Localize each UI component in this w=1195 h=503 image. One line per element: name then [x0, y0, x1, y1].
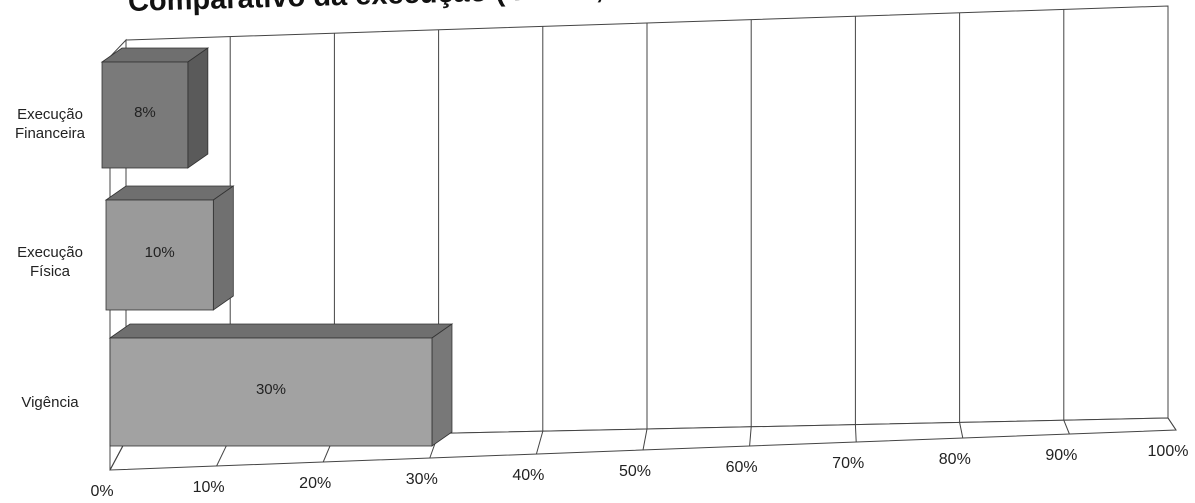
x-tick-label: 100%: [1148, 443, 1189, 460]
bar: 10%: [104, 185, 235, 311]
category-label: Execução Financeira: [0, 105, 100, 143]
category-label-line: Execução: [17, 244, 83, 261]
bar-front-face: [105, 199, 214, 311]
x-tick-label: 10%: [193, 479, 225, 496]
category-label-line: Física: [29, 263, 70, 280]
floor-gridline: [535, 431, 544, 455]
floor-gridline: [1063, 420, 1070, 435]
x-tick-label: 40%: [512, 467, 544, 484]
bar: 8%: [100, 47, 210, 169]
bar-top-face: [108, 323, 454, 339]
x-tick-label: 80%: [939, 451, 971, 468]
x-tick-label: 60%: [726, 459, 758, 476]
x-axis-ticks: 0% 10% 20% 30% 40% 50% 60% 70% 80% 90% 100%: [90, 443, 1188, 500]
category-label: Vigência: [0, 393, 100, 412]
floor-gridline: [854, 424, 857, 443]
category-label: Execução Física: [0, 243, 100, 281]
floor-gridline: [959, 422, 964, 439]
bar-top-face: [104, 185, 235, 201]
x-tick-label: 20%: [299, 475, 331, 492]
x-tick-label: 90%: [1045, 447, 1077, 464]
bar-front-face: [109, 337, 433, 447]
bar-front-face: [101, 61, 189, 169]
bar-side-face: [187, 47, 209, 169]
x-tick-label: 30%: [406, 471, 438, 488]
x-tick-label: 0%: [90, 483, 113, 500]
bar-side-face: [431, 323, 453, 447]
bar-value-label: 30%: [256, 381, 286, 398]
category-label-line: Vigência: [21, 393, 79, 411]
bars: 8% 10% 30%: [100, 47, 454, 447]
floor-gridline: [749, 426, 752, 447]
bar-side-face: [212, 185, 234, 311]
bar: 30%: [108, 323, 454, 447]
x-tick-label: 50%: [619, 463, 651, 480]
category-label-line: Execução: [17, 106, 83, 123]
floor-gridline: [1167, 417, 1177, 431]
bar-value-label: 8%: [134, 104, 156, 121]
x-tick-label: 70%: [832, 455, 864, 472]
floor-gridline: [642, 428, 648, 451]
category-label-line: Financeira: [14, 125, 86, 142]
bar-value-label: 10%: [145, 244, 175, 261]
